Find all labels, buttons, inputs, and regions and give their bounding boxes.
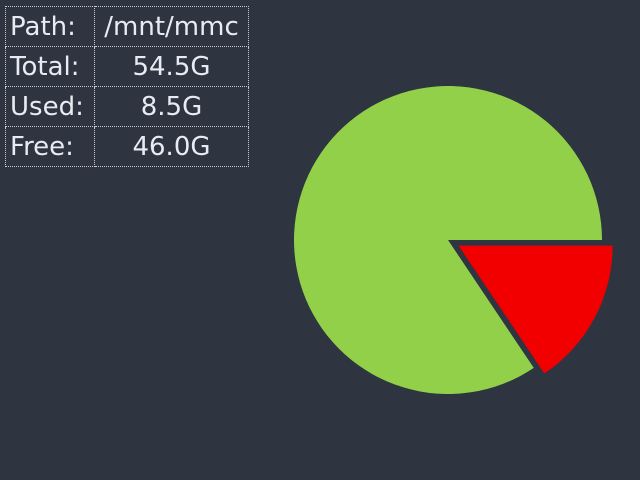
path-label: Path: [5, 6, 95, 47]
free-space-slice [294, 85, 602, 394]
free-row: Free: 46.0G [5, 126, 249, 167]
free-label: Free: [5, 126, 95, 167]
path-value: /mnt/mmc [94, 6, 249, 47]
used-space-slice [458, 245, 613, 374]
total-label: Total: [5, 46, 95, 87]
used-row: Used: 8.5G [5, 86, 249, 127]
path-row: Path: /mnt/mmc [5, 6, 249, 47]
free-value: 46.0G [94, 126, 249, 167]
disk-info-table: Path: /mnt/mmc Total: 54.5G Used: 8.5G F… [5, 6, 249, 167]
used-value: 8.5G [94, 86, 249, 127]
